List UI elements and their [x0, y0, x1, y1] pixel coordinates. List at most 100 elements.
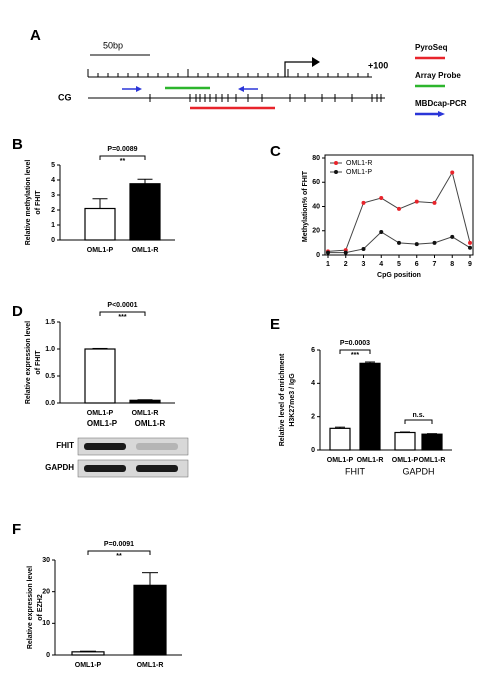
- bar: [329, 427, 351, 451]
- point: [414, 199, 419, 204]
- panel-a: A 50bp +100 CG PyroSeq Array Probe MBDcap-…: [30, 27, 467, 117]
- x-tick-label: 4: [379, 261, 383, 268]
- y-tick-label: 0.0: [45, 400, 55, 407]
- sig-label: n.s.: [412, 412, 424, 419]
- sig-label: P=0.0089: [107, 146, 137, 153]
- cg-label: CG: [58, 92, 72, 102]
- primer-fwd-head: [136, 86, 142, 92]
- cg-sites: [149, 94, 382, 102]
- ruler-ticks: [87, 69, 369, 77]
- group-label: GAPDH: [402, 466, 434, 476]
- y-tick-label: 60: [312, 179, 320, 186]
- x-tick-label: OML1-P: [87, 410, 114, 417]
- y-axis-label: Relative expression level: [27, 566, 34, 649]
- bar: [133, 584, 167, 656]
- tss-label: +100: [368, 60, 388, 70]
- y-axis-label: Relative methylation level: [25, 160, 32, 246]
- y-axis-label: of EZH2: [37, 594, 44, 621]
- x-tick-label: OML1-P: [327, 457, 354, 464]
- sig-label: ***: [351, 352, 359, 359]
- legend-label: MBDcap-PCR: [415, 99, 467, 108]
- y-tick-label: 20: [312, 228, 320, 235]
- legend-arrowhead: [438, 111, 445, 117]
- y-tick-label: 40: [312, 203, 320, 210]
- x-tick-label: OML1-R: [132, 410, 159, 417]
- point: [361, 200, 366, 205]
- bar: [84, 207, 116, 241]
- blot-strip: [77, 437, 189, 456]
- group-label: FHIT: [345, 466, 365, 476]
- x-tick-label: OML1-P: [75, 662, 102, 669]
- y-tick-label: 3: [51, 192, 55, 199]
- x-tick-label: 6: [415, 261, 419, 268]
- x-tick-label: 7: [433, 261, 437, 268]
- point: [326, 250, 330, 255]
- panel-letter: B: [12, 136, 23, 153]
- point: [361, 246, 366, 251]
- x-tick-label: 1: [326, 261, 330, 268]
- y-tick-label: 0: [51, 237, 55, 244]
- x-tick-label: 3: [362, 261, 366, 268]
- panel-letter: C: [270, 143, 281, 160]
- x-tick-label: 8: [450, 261, 454, 268]
- bar: [394, 431, 416, 451]
- sig-label: P=0.0091: [104, 541, 134, 548]
- y-axis-label: Relative level of enrichment: [279, 353, 286, 446]
- y-tick-label: 4: [311, 380, 315, 387]
- sig-bracket: [99, 311, 146, 316]
- point: [468, 245, 472, 250]
- x-tick-label: 9: [468, 261, 472, 268]
- x-tick-label: 5: [397, 261, 401, 268]
- blot-strip: [77, 459, 189, 478]
- y-tick-label: 2: [311, 414, 315, 421]
- sig-bracket: [404, 419, 433, 424]
- panel-letter: D: [12, 303, 23, 320]
- bar: [71, 651, 105, 656]
- point: [397, 206, 401, 211]
- x-tick-label: OML1-R: [419, 457, 446, 464]
- row-label: FHIT: [56, 441, 74, 450]
- y-axis-label: Relative expression level: [25, 321, 32, 404]
- y-tick-label: 20: [42, 589, 50, 596]
- sig-label: P=0.0003: [340, 340, 370, 347]
- point: [432, 200, 437, 205]
- legend-label: OML1-P: [346, 169, 372, 176]
- x-tick-label: OML1-R: [137, 662, 164, 669]
- y-tick-label: 0.5: [45, 373, 55, 380]
- y-tick-label: 0: [311, 447, 315, 454]
- legend: PyroSeq Array Probe MBDcap-PCR: [415, 43, 467, 117]
- sig-label: ***: [118, 314, 126, 321]
- y-tick-label: 1.5: [45, 319, 55, 326]
- row-label: GAPDH: [45, 463, 74, 472]
- y-axis-label: of FHIT: [35, 190, 42, 215]
- x-axis-label: CpG position: [377, 272, 421, 279]
- blot-band: [136, 443, 178, 450]
- point: [379, 229, 384, 234]
- legend-marker: [334, 161, 338, 165]
- y-axis-label: H3K27me3 / IgG: [289, 373, 296, 427]
- bar: [129, 183, 161, 241]
- legend-label: OML1-R: [346, 160, 372, 167]
- primer-rev-head: [238, 86, 244, 92]
- y-tick-label: 5: [51, 162, 55, 169]
- point: [450, 234, 455, 239]
- sig-label: **: [120, 158, 126, 165]
- sig-bracket: [339, 349, 371, 354]
- bar: [359, 362, 381, 451]
- point: [468, 240, 472, 245]
- point: [450, 170, 455, 175]
- point: [397, 240, 401, 245]
- panel-letter: F: [12, 521, 21, 538]
- tss-arrow: [284, 61, 312, 77]
- scale-label: 50bp: [103, 40, 123, 50]
- legend-label: Array Probe: [415, 71, 461, 80]
- x-tick-label: 2: [344, 261, 348, 268]
- point: [343, 250, 348, 255]
- sig-label: **: [116, 553, 122, 560]
- y-axis-label: Methylation% of FHIT: [302, 170, 309, 242]
- point: [379, 196, 384, 201]
- y-tick-label: 1.0: [45, 346, 55, 353]
- lane-label: OML1-P: [87, 419, 118, 428]
